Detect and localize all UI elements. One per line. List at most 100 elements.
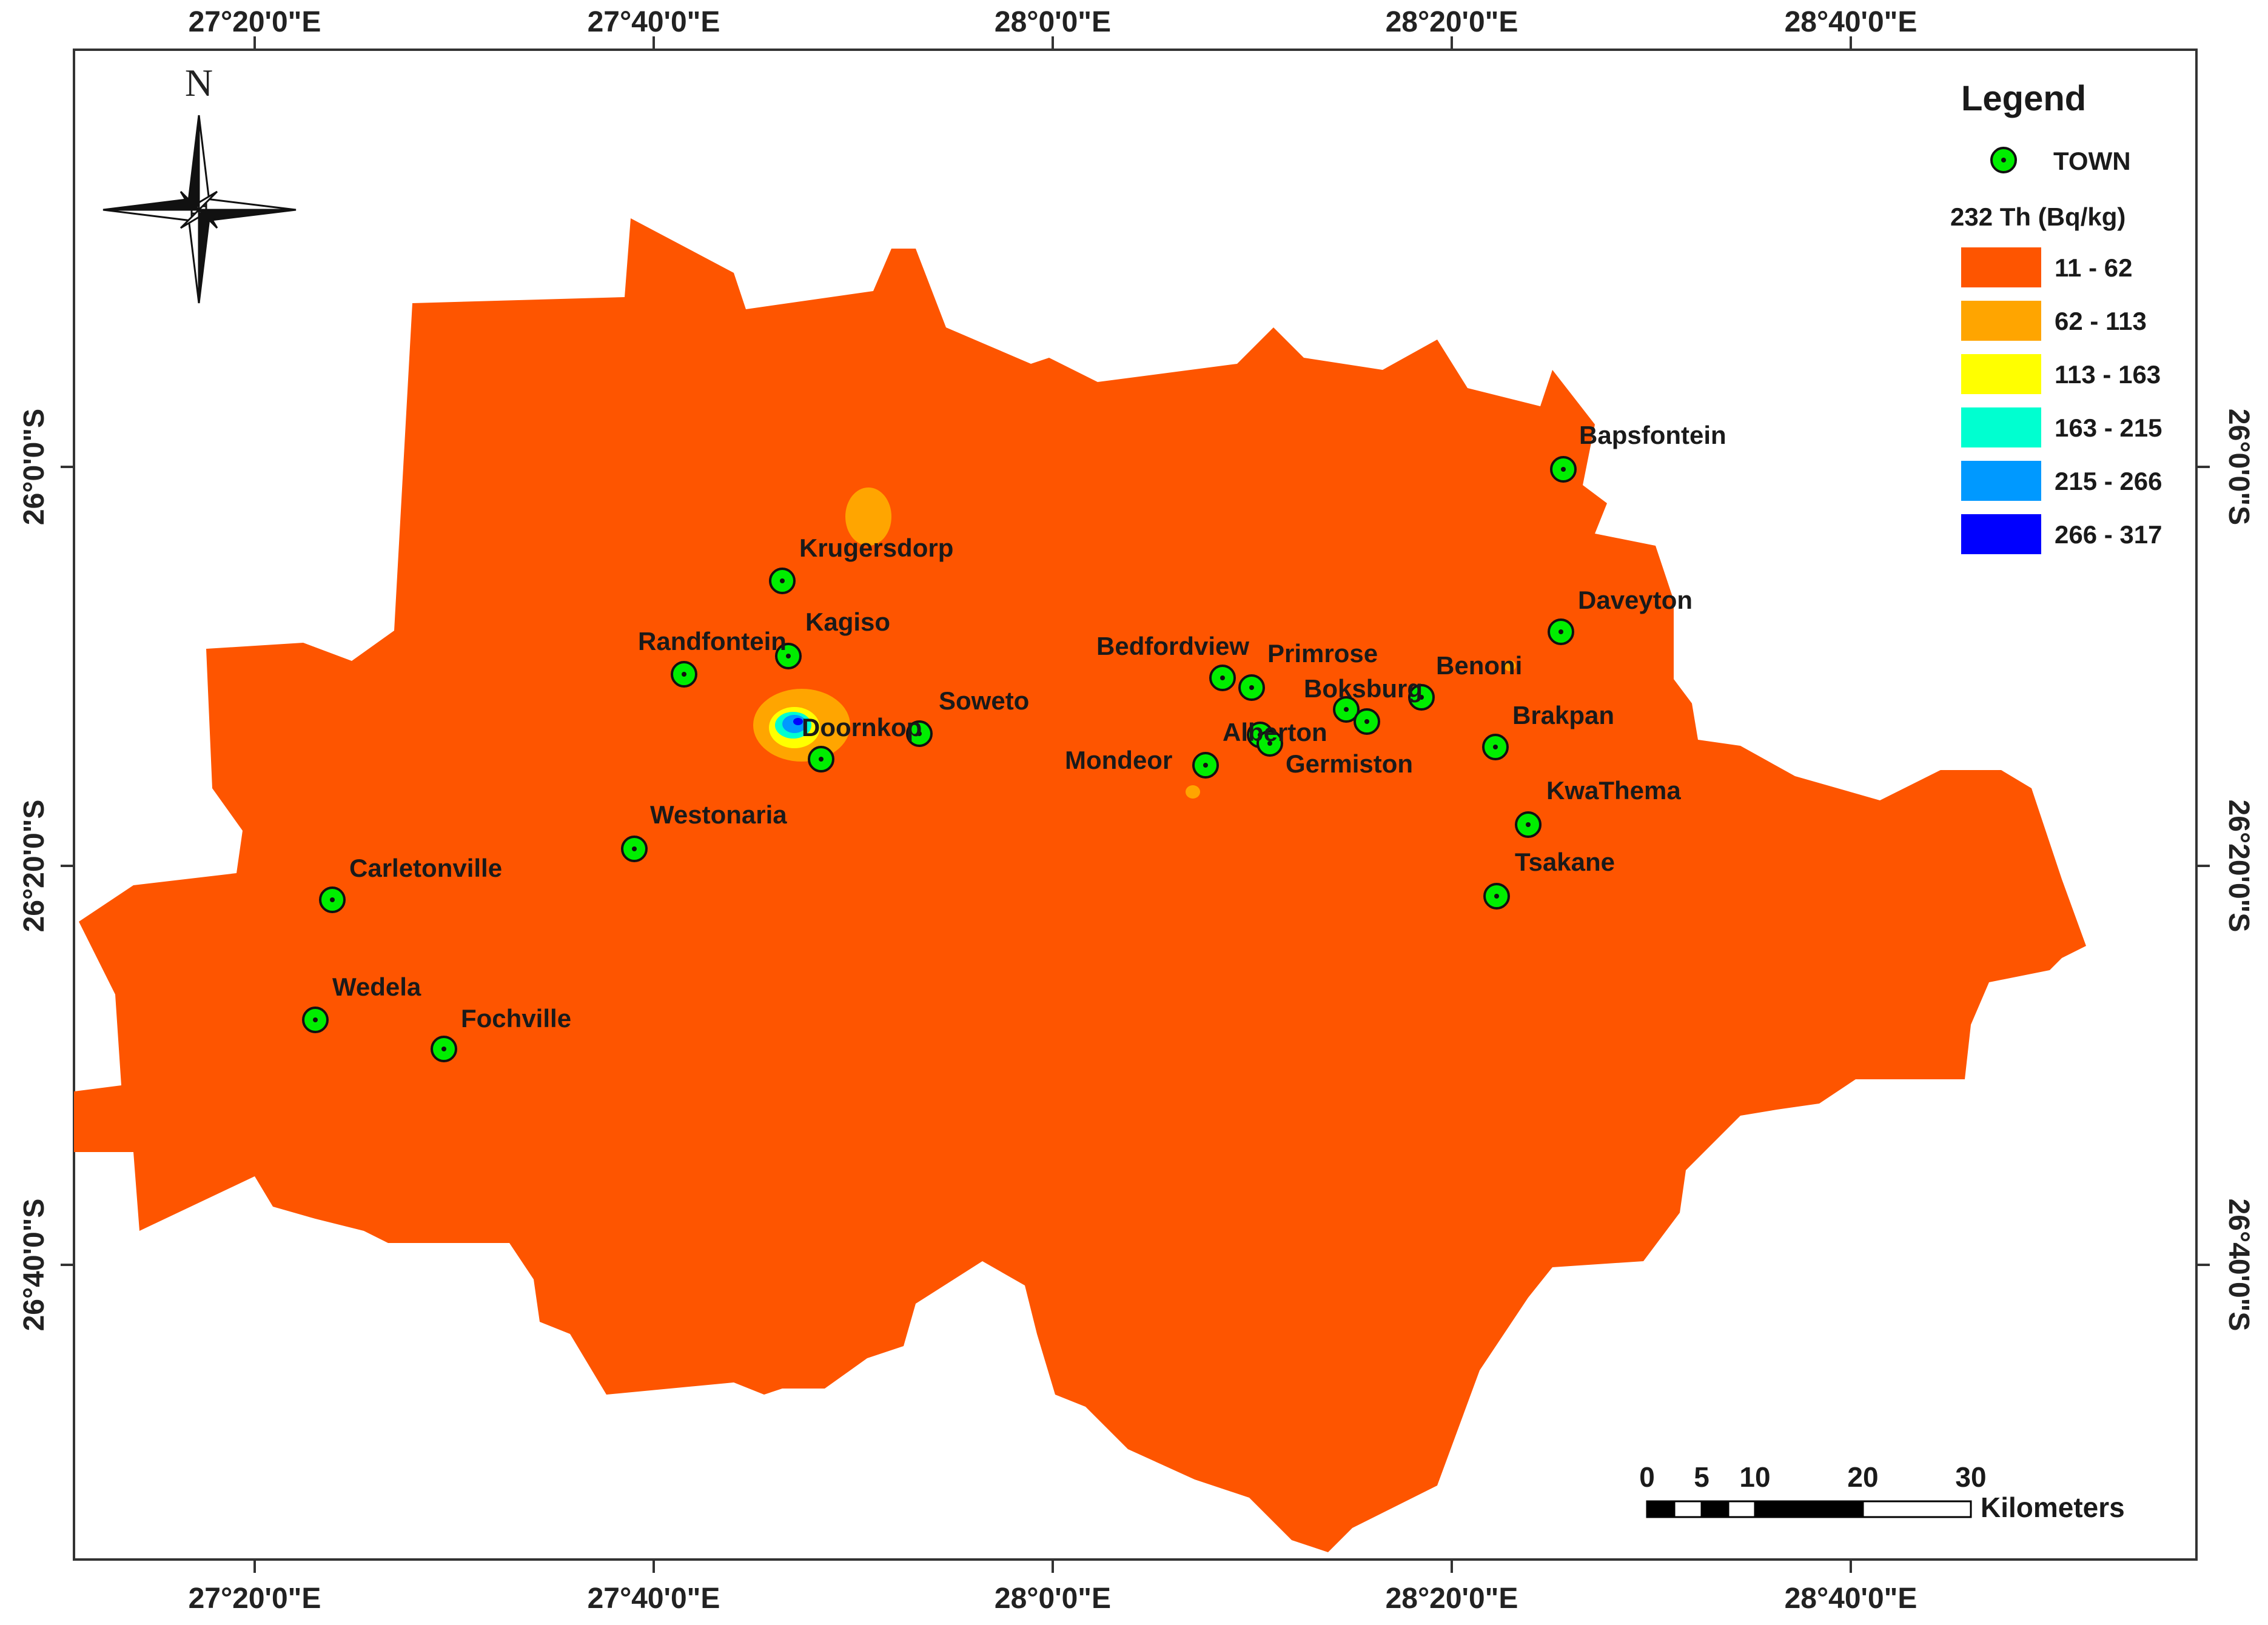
town-boksburg: Boksburg [1304, 674, 1423, 735]
town-label: Tsakane [1515, 848, 1615, 876]
scale-tick-label: 0 [1639, 1461, 1655, 1493]
town-label: Wedela [332, 973, 421, 1001]
town-bapsfontein: Bapsfontein [1550, 421, 1726, 483]
scale-segment [1646, 1500, 1676, 1518]
town-soweto: Soweto [906, 686, 1029, 747]
town-label: KwaThema [1546, 776, 1681, 805]
town-label: Mondeor [1065, 746, 1172, 774]
top-tick-label: 27°40'0"E [588, 6, 720, 38]
scale-segment [1754, 1500, 1864, 1518]
bottom-tick-label: 27°20'0"E [189, 1583, 321, 1615]
right-tick-label: 26°40'0"S [2223, 1199, 2255, 1332]
town-label: Soweto [939, 686, 1029, 715]
town-label: Primrose [1267, 639, 1378, 668]
legend-swatch [1961, 247, 2041, 287]
legend-town-marker-dot [2001, 158, 2006, 162]
scale-tick-label: 30 [1955, 1461, 1986, 1493]
anomaly-patch-doornkop-darkblue [793, 718, 803, 725]
town-label: Westonaria [650, 800, 787, 829]
town-germiston: Germiston [1286, 749, 1413, 778]
town-marker-dot [313, 1017, 318, 1022]
legend-town-label: TOWN [2053, 147, 2131, 175]
compass-star-icon [102, 115, 297, 304]
town-marker-dot [1249, 685, 1254, 690]
town-primrose: Primrose [1238, 639, 1378, 701]
town-marker-dot [1561, 467, 1566, 472]
town-label: Brakpan [1512, 701, 1614, 729]
north-arrow: N [102, 61, 297, 304]
bottom-tick-label: 28°20'0"E [1386, 1583, 1518, 1615]
town-benoni: Benoni [1408, 651, 1522, 711]
graticule-ticks [61, 36, 2210, 1573]
legend-class-label: 163 - 215 [2055, 414, 2162, 442]
town-label: Doornkop [802, 713, 922, 742]
legend-swatch [1961, 354, 2041, 394]
town-randfontein: Randfontein [638, 627, 787, 688]
legend-class-label: 215 - 266 [2055, 467, 2162, 495]
right-tick-label: 26°20'0"S [2223, 800, 2255, 933]
anomaly-patch-benoni [1504, 660, 1516, 671]
town-marker-dot [441, 1047, 446, 1051]
study-area-region [74, 218, 2086, 1552]
town-doornkop: Doornkop [802, 713, 922, 772]
legend-class-label: 266 - 317 [2055, 520, 2162, 549]
legend-swatch [1961, 407, 2041, 447]
town-marker-dot [1267, 741, 1272, 746]
scale-segment [1727, 1500, 1756, 1518]
town-marker-dot [1203, 763, 1208, 768]
scale-tick-label: 20 [1847, 1461, 1878, 1493]
bottom-tick-label: 28°0'0"E [995, 1583, 1111, 1615]
top-tick-label: 28°40'0"E [1785, 6, 1917, 38]
town-kagiso: Kagiso [775, 608, 890, 669]
town-marker-dot [1526, 822, 1531, 827]
legend-class-label: 11 - 62 [2055, 253, 2132, 282]
north-letter: N [185, 61, 213, 104]
scale-segment [1700, 1500, 1730, 1518]
legend-title: Legend [1961, 79, 2086, 118]
town-bedfordview: Bedfordview [1096, 632, 1249, 691]
town-label: Daveyton [1578, 586, 1693, 614]
town-label: Randfontein [638, 627, 787, 655]
left-tick-label: 26°40'0"S [18, 1199, 50, 1332]
legend-class-label: 62 - 113 [2055, 307, 2147, 335]
town-marker-dot [780, 578, 785, 583]
town-marker-dot [917, 731, 922, 736]
town-marker-dot [1364, 719, 1369, 724]
town-marker-dot [1493, 745, 1498, 749]
town-marker-dot [1344, 707, 1349, 712]
town-krugersdorp: Krugersdorp [769, 534, 953, 594]
town-label: Alberton [1223, 718, 1327, 746]
legend: Legend TOWN 232 Th (Bq/kg) 11 - 62 62 - … [1950, 79, 2162, 554]
town-carletonville: Carletonville [319, 854, 502, 913]
right-tick-label: 26°0'0"S [2223, 409, 2255, 525]
town-mondeor: Mondeor [1065, 746, 1219, 779]
left-tick-label: 26°0'0"S [18, 409, 50, 525]
scale-unit: Kilometers [1981, 1492, 2125, 1523]
town-marker-dot [1494, 894, 1499, 899]
town-daveyton: Daveyton [1548, 586, 1693, 645]
top-tick-label: 28°20'0"E [1386, 6, 1518, 38]
town-alberton: Alberton [1223, 718, 1327, 757]
town-label: Bedfordview [1096, 632, 1249, 660]
bottom-tick-label: 28°40'0"E [1785, 1583, 1917, 1615]
legend-swatch [1961, 301, 2041, 341]
legend-variable-label: 232 Th (Bq/kg) [1950, 203, 2125, 231]
town-marker-dot [1558, 629, 1563, 634]
town-label: Krugersdorp [799, 534, 953, 562]
town-marker-dot [330, 897, 335, 902]
town-marker-dot [1220, 675, 1225, 680]
town-marker-dot [632, 846, 637, 851]
legend-swatch [1961, 514, 2041, 554]
town-label: Boksburg [1304, 674, 1423, 703]
town-tsakane: Tsakane [1483, 848, 1615, 910]
town-westonaria: Westonaria [621, 800, 787, 862]
town-label: Bapsfontein [1579, 421, 1726, 449]
town-label: Kagiso [805, 608, 890, 636]
top-tick-label: 27°20'0"E [189, 6, 321, 38]
bottom-tick-label: 27°40'0"E [588, 1583, 720, 1615]
scale-segment [1862, 1500, 1972, 1518]
town-label: Germiston [1286, 749, 1413, 778]
scale-bar: 0 5 10 20 30 Kilometers [1639, 1461, 2125, 1523]
town-marker-dot [786, 654, 791, 658]
